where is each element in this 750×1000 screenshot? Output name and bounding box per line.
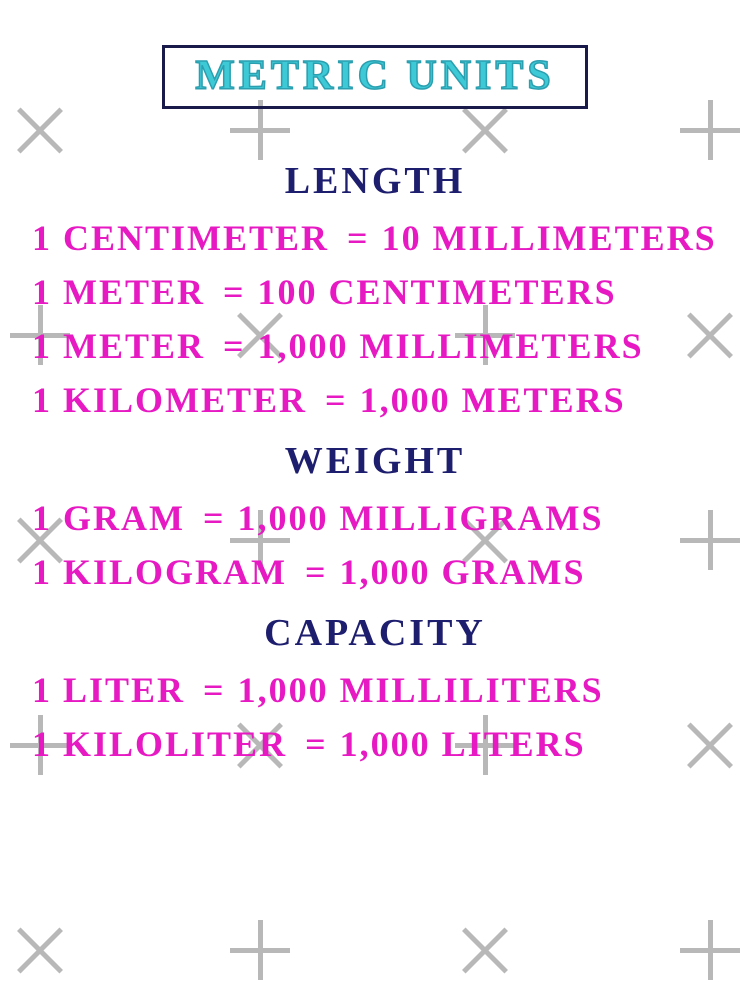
- conversion-lhs: 1 KILOLITER: [32, 717, 287, 771]
- equals-sign: =: [347, 211, 370, 265]
- conversion-lhs: 1 LITER: [32, 663, 185, 717]
- conversion-row: 1 GRAM =1,000 MILLIGRAMS: [20, 491, 730, 545]
- sections-container: LENGTH1 CENTIMETER=10 MILLIMETERS1 METER…: [20, 159, 730, 771]
- conversion-lhs: 1 CENTIMETER: [32, 211, 329, 265]
- conversion-row: 1 CENTIMETER =10 MILLIMETERS: [20, 211, 730, 265]
- conversion-row: 1 LITER =1,000 MILLILITERS: [20, 663, 730, 717]
- conversion-row: 1 KILOLITER =1,000 LITERS: [20, 717, 730, 771]
- watermark-plus-icon: [680, 920, 740, 980]
- content-area: METRIC UNITS LENGTH1 CENTIMETER=10 MILLI…: [0, 0, 750, 771]
- equals-sign: =: [305, 545, 328, 599]
- conversion-rhs: 100 CENTIMETERS: [258, 265, 617, 319]
- equals-sign: =: [223, 319, 246, 373]
- conversion-lhs: 1 METER: [32, 319, 205, 373]
- section-header: CAPACITY: [20, 611, 730, 655]
- section-header: LENGTH: [20, 159, 730, 203]
- watermark-x-icon: [455, 920, 515, 980]
- equals-sign: =: [223, 265, 246, 319]
- conversion-lhs: 1 KILOMETER: [32, 373, 307, 427]
- conversion-rhs: 1,000 METERS: [360, 373, 626, 427]
- conversion-lhs: 1 METER: [32, 265, 205, 319]
- equals-sign: =: [305, 717, 328, 771]
- conversion-lhs: 1 KILOGRAM: [32, 545, 287, 599]
- conversion-row: 1 METER =100 CENTIMETERS: [20, 265, 730, 319]
- conversion-rhs: 1,000 MILLIMETERS: [258, 319, 644, 373]
- conversion-row: 1 KILOGRAM =1,000 GRAMS: [20, 545, 730, 599]
- page-title: METRIC UNITS: [195, 52, 555, 100]
- equals-sign: =: [203, 491, 226, 545]
- watermark-x-icon: [10, 920, 70, 980]
- conversion-row: 1 KILOMETER =1,000 METERS: [20, 373, 730, 427]
- conversion-rhs: 10 MILLIMETERS: [382, 211, 717, 265]
- equals-sign: =: [203, 663, 226, 717]
- section-header: WEIGHT: [20, 439, 730, 483]
- conversion-lhs: 1 GRAM: [32, 491, 185, 545]
- watermark-plus-icon: [230, 920, 290, 980]
- conversion-rhs: 1,000 MILLIGRAMS: [238, 491, 604, 545]
- title-box: METRIC UNITS: [162, 45, 588, 109]
- conversion-rhs: 1,000 GRAMS: [340, 545, 586, 599]
- conversion-rhs: 1,000 MILLILITERS: [238, 663, 604, 717]
- conversion-row: 1 METER =1,000 MILLIMETERS: [20, 319, 730, 373]
- equals-sign: =: [325, 373, 348, 427]
- conversion-rhs: 1,000 LITERS: [340, 717, 586, 771]
